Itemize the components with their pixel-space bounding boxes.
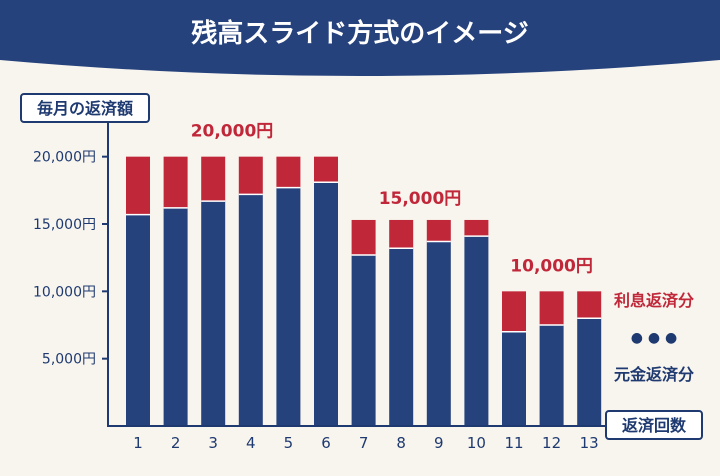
x-axis-label: 返済回数	[622, 416, 687, 435]
bar-interest	[389, 219, 414, 249]
x-axis-label-box	[605, 410, 703, 440]
bar-interest	[163, 156, 188, 208]
bar-interest	[351, 219, 376, 255]
bar-principal	[314, 182, 338, 426]
x-tick-label: 10	[467, 434, 486, 452]
annotation-label: 10,000円	[510, 256, 593, 276]
bar-principal	[276, 187, 301, 426]
x-tick-label: 3	[208, 434, 218, 452]
y-axis-label-box	[20, 93, 150, 123]
bar-principal	[426, 241, 451, 426]
bar-principal	[502, 331, 526, 426]
x-tick-label: 8	[396, 434, 406, 452]
x-tick-label: 2	[171, 434, 181, 452]
y-axis-label: 毎月の返済額	[37, 99, 133, 118]
x-tick-label: 12	[542, 434, 561, 452]
bar-interest	[238, 156, 263, 195]
x-tick-label: 11	[504, 434, 523, 452]
legend-dots: ● ● ●	[631, 330, 677, 346]
bar-interest	[539, 291, 564, 325]
bar-principal	[201, 201, 226, 426]
y-tick-label: 5,000円	[42, 352, 96, 368]
bar-principal	[126, 214, 150, 426]
bar-interest	[276, 156, 301, 188]
bar-principal	[238, 194, 263, 426]
x-tick-label: 1	[133, 434, 143, 452]
x-tick-label: 7	[359, 434, 369, 452]
bar-principal	[539, 325, 564, 426]
y-tick-label: 15,000円	[33, 217, 96, 233]
bar-principal	[163, 207, 188, 426]
bar-interest	[314, 156, 338, 183]
bar-interest	[201, 156, 226, 202]
title-banner	[0, 0, 720, 76]
bar-principal	[464, 236, 489, 426]
x-tick-label: 6	[321, 434, 331, 452]
y-tick-label: 20,000円	[33, 150, 96, 166]
bar-interest	[426, 219, 451, 242]
x-tick-label: 5	[284, 434, 294, 452]
bar-interest	[464, 219, 489, 237]
chart-title: 残高スライド方式のイメージ	[191, 18, 528, 49]
bar-interest	[126, 156, 150, 215]
bar-interest	[577, 291, 602, 319]
x-tick-label: 4	[246, 434, 256, 452]
bar-principal	[389, 248, 414, 426]
x-tick-label: 9	[434, 434, 444, 452]
legend-principal-label: 元金返済分	[614, 365, 694, 384]
legend-interest-label: 利息返済分	[614, 291, 694, 310]
bar-interest	[502, 291, 526, 332]
bar-principal	[577, 318, 602, 426]
annotation-label: 15,000円	[379, 189, 462, 209]
x-tick-label: 13	[580, 434, 599, 452]
bar-principal	[351, 254, 376, 426]
annotation-label: 20,000円	[191, 122, 274, 142]
y-tick-label: 10,000円	[33, 284, 96, 300]
